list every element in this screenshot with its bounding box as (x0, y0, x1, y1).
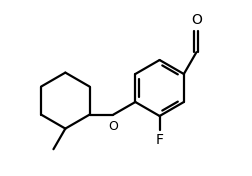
Text: O: O (108, 120, 118, 133)
Text: O: O (191, 13, 202, 27)
Text: F: F (155, 133, 164, 147)
